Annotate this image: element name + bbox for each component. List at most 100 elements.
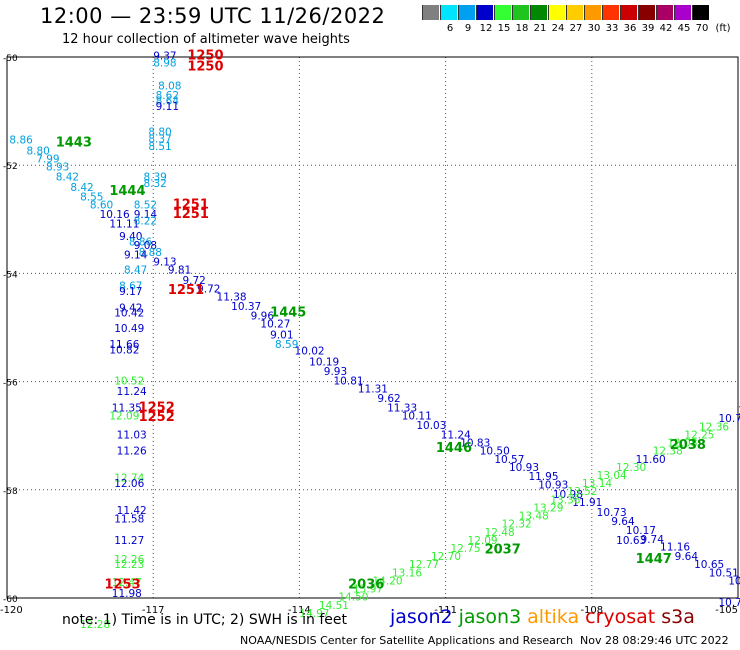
colorbar-label: 18 xyxy=(515,23,529,34)
wave-height-label: 10.63 xyxy=(616,535,646,547)
wave-height-label: 8.22 xyxy=(134,216,157,228)
wave-height-label: 9.96 xyxy=(251,310,275,322)
wave-height-label: 8.98 xyxy=(153,58,176,70)
wave-height-label: 14.97 xyxy=(299,608,329,620)
colorbar-swatch xyxy=(692,5,709,20)
wave-height-label: 8.80 xyxy=(26,145,49,157)
wave-height-label: 11.66 xyxy=(109,339,139,351)
wave-height-label: 11.91 xyxy=(572,497,602,509)
pass-time-label: 1253 xyxy=(104,577,140,592)
generated-timestamp: Nov 28 08:29:46 UTC 2022 xyxy=(580,634,729,647)
wave-height-label: 8.86 xyxy=(9,135,33,147)
wave-height-label: 10.16 xyxy=(100,209,130,221)
wave-height-label: 12.30 xyxy=(616,462,646,474)
wave-height-label: 11.38 xyxy=(217,291,247,303)
wave-height-label: 8.80 xyxy=(148,126,171,138)
colorbar-label: 15 xyxy=(497,23,511,34)
pass-time-label: 2036 xyxy=(348,577,384,592)
pass-time-label: 2037 xyxy=(485,543,521,558)
colorbar-swatch xyxy=(422,5,439,20)
pass-time-label: 1252 xyxy=(139,410,175,425)
colorbar-swatch xyxy=(494,5,511,20)
wave-height-label: 12.48 xyxy=(485,527,515,539)
y-tick-label: -52 xyxy=(3,162,18,172)
legend-entry-s3a: s3a xyxy=(661,606,695,628)
wave-height-label: 13.29 xyxy=(533,502,563,514)
wave-height-label: 8.86 xyxy=(129,236,153,248)
wave-height-label: 12.77 xyxy=(409,559,439,571)
colorbar-swatch xyxy=(476,5,493,20)
pass-time-label: 1252 xyxy=(139,400,175,415)
wave-height-label: 10.42 xyxy=(114,308,144,320)
wave-height-label: 8.93 xyxy=(46,162,69,174)
wave-height-label: 11.35 xyxy=(112,402,142,414)
x-tick-label: -117 xyxy=(142,605,165,616)
wave-height-label: 9.17 xyxy=(119,286,142,298)
wave-height-label: 9.08 xyxy=(134,240,157,252)
wave-height-label: 11.24 xyxy=(441,429,471,441)
colorbar-label: 33 xyxy=(605,23,619,34)
wave-height-label: 10.23 xyxy=(728,575,740,587)
wave-height-label: 10.37 xyxy=(231,301,261,313)
wave-height-label: 11.42 xyxy=(117,505,147,517)
y-tick-label: -50 xyxy=(3,54,18,64)
wave-height-label: 10.73 xyxy=(597,507,627,519)
wave-height-label: 8.42 xyxy=(56,171,79,183)
wave-height-label: 14.20 xyxy=(373,575,403,587)
wave-height-label: 9.40 xyxy=(119,231,142,243)
wave-height-label: 8.32 xyxy=(143,178,166,190)
colorbar-swatch xyxy=(656,5,673,20)
wave-height-label: 12.28 xyxy=(80,619,110,631)
wave-height-label: 13.36 xyxy=(550,494,580,506)
wave-height-label: 9.64 xyxy=(611,516,635,528)
page-subtitle: 12 hour collection of altimeter wave hei… xyxy=(62,32,350,47)
wave-height-label: 13.52 xyxy=(567,486,597,498)
wave-height-label: 12.09 xyxy=(109,410,139,422)
wave-height-label: 8.62 xyxy=(156,90,179,102)
wave-height-label: 8.47 xyxy=(124,264,147,276)
wave-height-label: 10.65 xyxy=(694,559,724,571)
wave-height-label: 10.93 xyxy=(509,462,539,474)
wave-height-label: 13.97 xyxy=(353,584,383,596)
pass-time-label: 1444 xyxy=(109,184,145,199)
colorbar-swatch xyxy=(548,5,565,20)
pass-time-label: 1251 xyxy=(173,197,209,212)
wave-height-label: 11.27 xyxy=(114,535,144,547)
x-tick-label: -120 xyxy=(0,605,23,616)
wave-height-label: 12.38 xyxy=(653,446,683,458)
wave-height-label: 11.26 xyxy=(117,446,147,458)
wave-height-label: 11.58 xyxy=(114,513,144,525)
colorbar-label: 9 xyxy=(464,23,472,34)
page-title: 12:00 — 23:59 UTC 11/26/2022 xyxy=(40,4,386,28)
axis-ticks: -120 -117 -114 -111 -108 -105 -50 -52 -54 -56 -58 -… xyxy=(0,54,738,616)
wave-height-label: 12.23 xyxy=(114,559,144,571)
colorbar-label: 36 xyxy=(623,23,637,34)
pass-time-label: 1250 xyxy=(187,49,223,64)
colorbar-swatch xyxy=(566,5,583,20)
pass-time-labels: 1250125014431444125112511251144512521252… xyxy=(56,49,706,593)
wave-height-label: 12.47 xyxy=(112,577,142,589)
wave-height-label: 7.99 xyxy=(36,153,59,165)
wave-height-label: 8.64 xyxy=(156,96,180,108)
wave-height-label: 11.31 xyxy=(358,383,388,395)
wave-height-label: 9.13 xyxy=(153,256,176,268)
wave-height-label: 10.50 xyxy=(480,446,510,458)
colorbar-swatch xyxy=(512,5,529,20)
wave-height-label: 13.48 xyxy=(519,511,549,523)
colorbar-label: 30 xyxy=(587,23,601,34)
wave-height-label: 10.83 xyxy=(460,438,490,450)
wave-height-label: 11.33 xyxy=(387,402,417,414)
legend-entry-jason2: jason2 xyxy=(390,606,453,628)
wave-height-label: 9.14 xyxy=(124,249,148,261)
pass-time-label: 2038 xyxy=(670,438,706,453)
colorbar-swatch xyxy=(584,5,601,20)
wave-height-label: 11.32 xyxy=(738,405,740,417)
legend-entry-cryosat: cryosat xyxy=(585,606,656,628)
colorbar-swatch xyxy=(440,5,457,20)
colorbar-label: 45 xyxy=(677,23,691,34)
footnote: note: 1) Time is in UTC; 2) SWH is in fe… xyxy=(62,612,348,628)
wave-height-label: 8.51 xyxy=(148,141,171,153)
wave-height-label: 12.08 xyxy=(667,438,697,450)
wave-height-points: 9.378.988.088.628.649.118.808.378.518.86… xyxy=(9,51,740,631)
